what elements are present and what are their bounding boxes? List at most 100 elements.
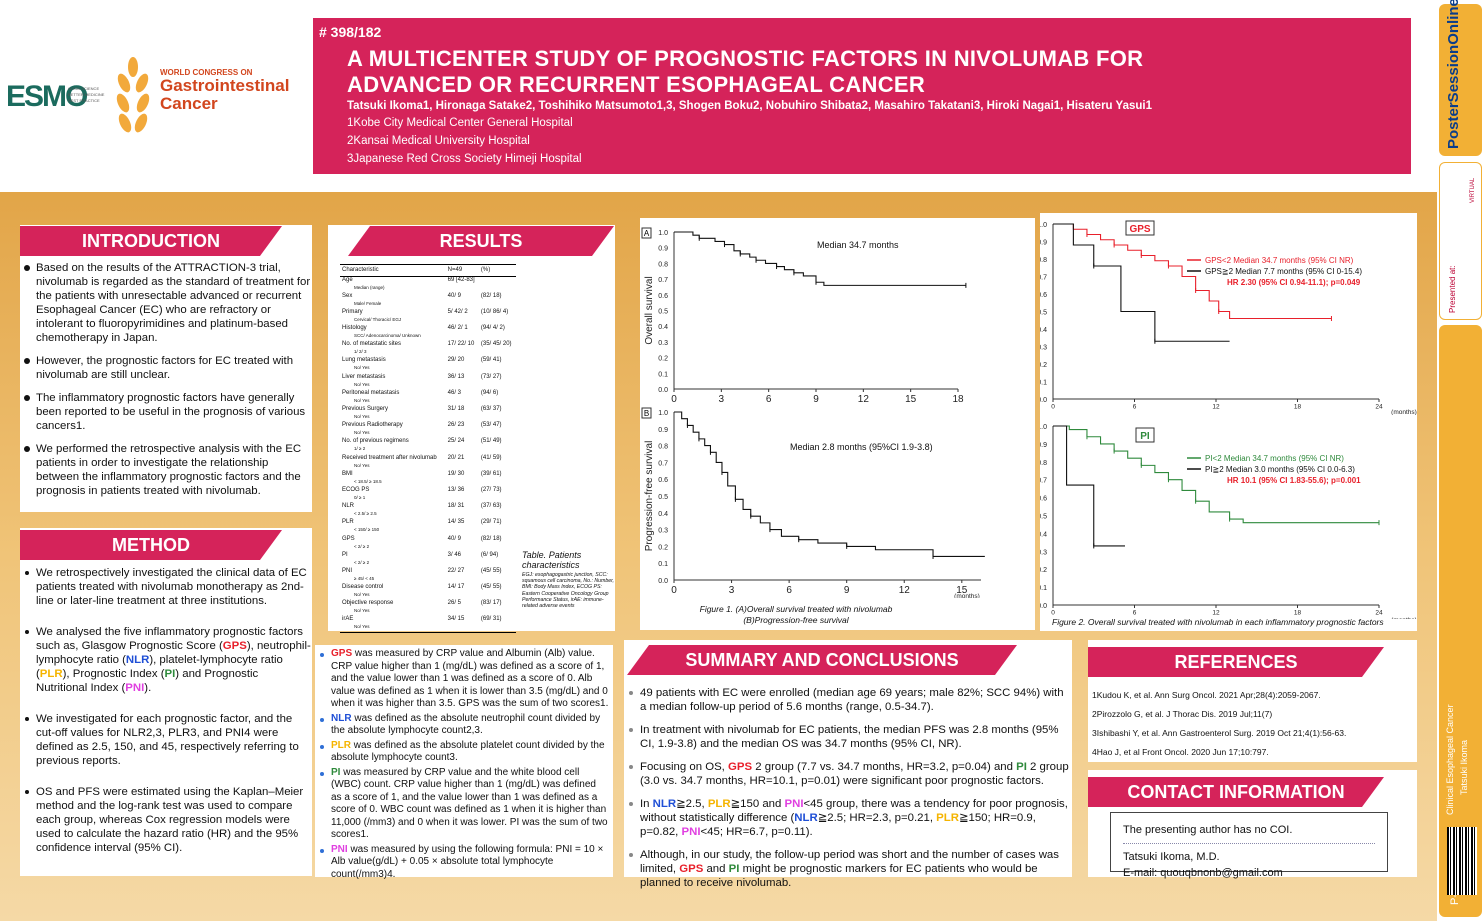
row-label: Age <box>342 277 353 283</box>
contact-email[interactable]: E-mail: quouqbnonb@gmail.com <box>1123 867 1283 879</box>
median-annotation: Median 34.7 months <box>817 240 899 250</box>
row-sublabel: Median (range) <box>354 285 385 290</box>
method-panel: METHOD We retrospectively investigated t… <box>20 528 312 876</box>
row-label: irAE <box>342 616 354 623</box>
x-tick-label: 18 <box>1294 404 1302 411</box>
presented-label: Presented at: <box>1448 265 1457 313</box>
contact-panel: CONTACT INFORMATION The presenting autho… <box>1088 770 1417 879</box>
x-tick-label: 0 <box>671 394 677 405</box>
title-line1: A MULTICENTER STUDY OF PROGNOSTIC FACTOR… <box>347 46 1144 71</box>
pni-label: PNI <box>125 682 145 694</box>
row-sublabel: No/ Yes <box>354 462 370 468</box>
table-cell: 13/ 36 <box>447 486 465 493</box>
wheat-icon <box>116 57 150 133</box>
virtual-label: VIRTUAL <box>1470 177 1476 203</box>
list-item: 49 patients with EC were enrolled (media… <box>626 686 1070 714</box>
row-label: Sex <box>342 292 353 299</box>
affiliation: 2Kansai Medical University Hospital <box>347 135 530 147</box>
table-cell: (35/ 45/ 20) <box>480 341 512 348</box>
y-tick-label: 0.4 <box>658 324 668 331</box>
table-cell: No. of metastatic sites 1/ 2/ 3 <box>340 341 446 357</box>
table-cell: (51/ 49) <box>480 438 502 445</box>
x-tick-label: 12 <box>858 394 870 405</box>
row-sublabel: Cervical/ Thoracic/ EGJ <box>354 316 402 322</box>
row-label: PI <box>342 551 348 558</box>
poster-header: # 398/182 A MULTICENTER STUDY OF PROGNOS… <box>313 18 1411 174</box>
congress-line2: Cancer <box>160 94 218 113</box>
text: ≧2.5; HR=2.3, p=0.21, <box>817 812 937 824</box>
y-tick-label: 0.4 <box>1040 327 1047 334</box>
x-tick-label: 6 <box>786 585 792 596</box>
list-item: PI was measured by CRP value and the whi… <box>317 767 609 842</box>
table-cell: (39/ 61) <box>480 470 502 477</box>
text: was measured by using the following form… <box>331 843 604 880</box>
table-cell: (94/ 4/ 2) <box>480 325 505 332</box>
pni-label: PNI <box>331 843 348 855</box>
legend-label: GPS≧2 Median 7.7 months (95% CI 0-15.4) <box>1205 267 1362 276</box>
y-tick-label: 0.8 <box>1040 460 1047 467</box>
list-item: However, the prognostic factors for EC t… <box>22 354 312 382</box>
km-curve <box>1053 425 1379 524</box>
coi-statement: The presenting author has no COI. <box>1123 824 1293 836</box>
table-cell: (82/ 18) <box>480 535 502 542</box>
x-tick-label: 15 <box>905 394 917 405</box>
table-cell: 40/ 9 <box>447 292 462 299</box>
brand-badge[interactable]: PosterSessionOnline <box>1439 0 1482 156</box>
list-item: PLR was defined as the absolute platelet… <box>317 740 609 765</box>
y-tick-label: 0.4 <box>658 511 668 518</box>
table-row: Primary Cervical/ Thoracic/ EGJ 5/ 42/ 2 (1… <box>340 309 516 325</box>
table-row: Disease control No/ Yes 14/ 17 (45/ 55) <box>340 584 516 600</box>
text: <45; HR=6.7, p=0.11). <box>700 826 813 838</box>
summary-heading: SUMMARY AND CONCLUSIONS <box>627 645 1017 675</box>
table-cell: (63/ 37) <box>480 406 502 412</box>
row-sublabel: < 2/ ≥ 2 <box>354 559 370 565</box>
km-curve <box>1053 223 1332 320</box>
figure1-caption: Figure 1. (A)Overall survival treated wi… <box>640 604 952 626</box>
row-sublabel: No/ Yes <box>354 430 370 436</box>
table-header: Characteristic <box>340 264 446 277</box>
x-tick-label: 6 <box>766 394 772 405</box>
table-cell: (45/ 55) <box>480 584 502 591</box>
table-cell: 46/ 3 <box>447 389 462 396</box>
list-item: In NLR≧2.5, PLR≧150 and PNI<45 group, th… <box>626 797 1070 839</box>
y-tick-label: 1.0 <box>1040 424 1047 431</box>
text: and <box>703 863 729 875</box>
table-cell: Primary Cervical/ Thoracic/ EGJ <box>340 309 446 325</box>
x-axis-label: (months) <box>1391 409 1417 415</box>
row-label: Received treatment after nivolumab <box>342 454 437 461</box>
table-cell: PI < 2/ ≥ 2 <box>340 552 446 568</box>
row-sublabel: No/ Yes <box>354 397 370 403</box>
reference-item: 1Kudou K, et al. Ann Surg Oncol. 2021 Ap… <box>1092 690 1321 700</box>
list-item: Although, in our study, the follow-up pe… <box>626 848 1070 890</box>
table-cell: No. of previous regimens 1/ ≥ 2 <box>340 438 446 454</box>
y-tick-label: 0.7 <box>1040 478 1047 485</box>
table-row: No. of previous regimens 1/ ≥ 2 25/ 24 (51/… <box>340 438 516 454</box>
y-tick-label: 0.1 <box>658 561 668 568</box>
author-label: Tatsuki Ikoma <box>1459 739 1469 795</box>
list-item: Based on the results of the ATTRACTION-3… <box>22 261 312 345</box>
table-row: BMI < 18.5/ ≥ 18.5 19/ 30 (39/ 61) <box>340 471 516 487</box>
y-tick-label: 0.1 <box>1040 585 1047 592</box>
author-list: Tatsuki Ikoma1, Hironaga Satake2, Toshih… <box>347 100 1152 112</box>
table-row: Objective response No/ Yes 26/ 5 (83/ 17) <box>340 600 516 616</box>
results-heading: RESULTS <box>348 226 614 256</box>
table-cell <box>479 277 516 293</box>
references-list: 1Kudou K, et al. Ann Surg Oncol. 2021 Ap… <box>1092 690 1346 766</box>
y-tick-label: 0.6 <box>658 477 668 484</box>
references-panel: REFERENCES 1Kudou K, et al. Ann Surg Onc… <box>1088 640 1417 762</box>
text: was measured by CRP value and the white … <box>331 766 608 841</box>
y-tick-label: 0.6 <box>1040 292 1047 299</box>
table-cell: Sex Male/ Female <box>340 293 446 309</box>
y-tick-label: 0.7 <box>1040 275 1047 282</box>
row-sublabel: < 2/ ≥ 2 <box>354 543 370 549</box>
y-tick-label: 0.0 <box>658 578 668 585</box>
contact-name: Tatsuki Ikoma, M.D. <box>1123 851 1220 863</box>
table-cell: (53/ 47) <box>480 422 502 429</box>
y-tick-label: 0.9 <box>1040 240 1047 247</box>
table-cell: 36/ 13 <box>447 373 465 380</box>
text: <45 group, there was a tendency for poor… <box>640 798 1068 824</box>
y-tick-label: 0.8 <box>1040 257 1047 264</box>
text: Focusing on OS, <box>640 761 729 773</box>
y-tick-label: 0.1 <box>1040 380 1047 387</box>
hazard-ratio: HR 10.1 (95% CI 1.83-55.6); p=0.001 <box>1227 476 1361 485</box>
